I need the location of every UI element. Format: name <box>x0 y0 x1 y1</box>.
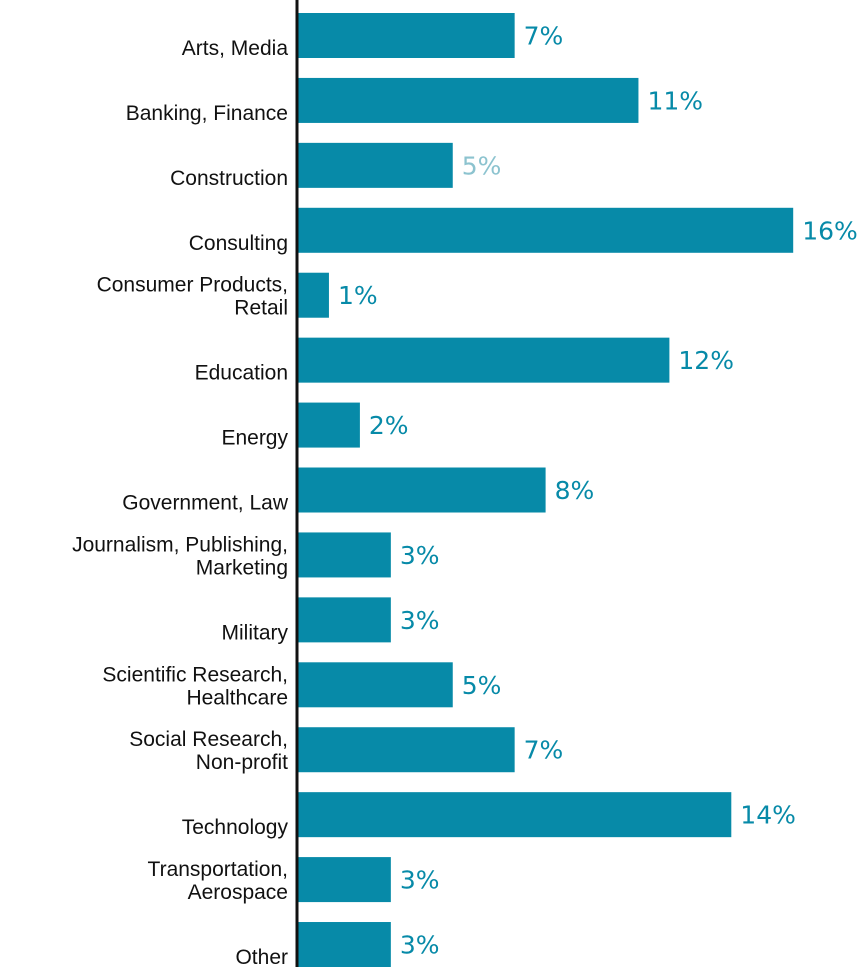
category-label-line: Healthcare <box>186 686 288 709</box>
bar-other <box>298 922 391 967</box>
category-label-line: Journalism, Publishing, <box>72 533 288 556</box>
value-label-social-research-non-profit: 7% <box>524 736 564 765</box>
value-label-arts-media: 7% <box>524 22 564 51</box>
category-label-line: Education <box>195 362 288 385</box>
category-label-technology: Technology <box>182 816 289 839</box>
category-label-line: Construction <box>170 167 288 190</box>
value-label-other: 3% <box>400 931 440 960</box>
category-label-line: Technology <box>182 816 289 839</box>
category-label-line: Non-profit <box>196 751 288 774</box>
category-label-line: Retail <box>234 297 288 320</box>
bar-government-law <box>298 467 546 513</box>
bar-scientific-research-healthcare <box>298 662 453 708</box>
category-label-military: Military <box>222 621 289 644</box>
category-label-line: Consulting <box>189 232 288 255</box>
bar-banking-finance <box>298 77 639 123</box>
bar-transportation-aerospace <box>298 857 391 903</box>
bars-group <box>298 13 794 967</box>
category-label-line: Government, Law <box>122 492 289 515</box>
category-label-line: Arts, Media <box>182 37 289 60</box>
value-label-technology: 14% <box>740 801 796 830</box>
bar-consumer-products-retail <box>298 272 329 318</box>
category-labels-group: Arts, Media Banking, Finance Construction C… <box>72 37 289 967</box>
category-label-line: Marketing <box>196 556 288 579</box>
value-label-consulting: 16% <box>802 216 858 245</box>
category-label-government-law: Government, Law <box>122 492 289 515</box>
value-label-journalism-publishing-marketing: 3% <box>400 541 440 570</box>
value-label-construction: 5% <box>462 151 502 180</box>
category-label-line: Energy <box>221 427 288 450</box>
value-label-military: 3% <box>400 606 440 635</box>
bar-social-research-non-profit <box>298 727 515 773</box>
value-label-consumer-products-retail: 1% <box>338 281 378 310</box>
category-label-transportation-aerospace: Transportation, Aerospace <box>148 858 288 904</box>
bar-energy <box>298 402 360 448</box>
category-label-line: Military <box>222 621 289 644</box>
category-label-line: Other <box>235 946 288 967</box>
bar-journalism-publishing-marketing <box>298 532 391 578</box>
bar-arts-media <box>298 13 515 58</box>
category-label-line: Social Research, <box>129 728 288 751</box>
value-label-government-law: 8% <box>555 476 595 505</box>
bar-construction <box>298 142 453 188</box>
category-label-education: Education <box>195 362 288 385</box>
category-label-banking-finance: Banking, Finance <box>126 102 288 125</box>
value-label-education: 12% <box>678 346 734 375</box>
category-label-consulting: Consulting <box>189 232 288 255</box>
category-label-journalism-publishing-marketing: Journalism, Publishing, Marketing <box>72 533 288 579</box>
bar-education <box>298 337 670 383</box>
category-label-line: Aerospace <box>188 881 288 904</box>
category-label-scientific-research-healthcare: Scientific Research, Healthcare <box>102 663 288 709</box>
bar-military <box>298 597 391 643</box>
bar-consulting <box>298 207 794 253</box>
bar-technology <box>298 792 732 838</box>
category-label-line: Transportation, <box>148 858 288 881</box>
value-label-banking-finance: 11% <box>647 86 703 115</box>
value-label-energy: 2% <box>369 411 409 440</box>
category-label-other: Other <box>235 946 288 967</box>
category-label-line: Banking, Finance <box>126 102 288 125</box>
value-label-scientific-research-healthcare: 5% <box>462 671 502 700</box>
category-label-energy: Energy <box>221 427 288 450</box>
category-label-line: Scientific Research, <box>102 663 288 686</box>
value-label-transportation-aerospace: 3% <box>400 866 440 895</box>
value-labels-group: 7% 11% 5% 16% 1% 12% 2% 8% 3% 3% 5% 7% 14% 3% 3% <box>338 22 858 960</box>
category-label-construction: Construction <box>170 167 288 190</box>
category-label-consumer-products-retail: Consumer Products, Retail <box>97 274 288 320</box>
category-label-line: Consumer Products, <box>97 274 288 297</box>
category-label-social-research-non-profit: Social Research, Non-profit <box>129 728 288 774</box>
category-label-arts-media: Arts, Media <box>182 37 289 60</box>
